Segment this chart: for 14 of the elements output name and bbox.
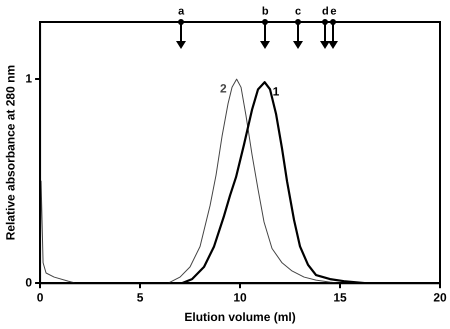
x-tick-label: 5 — [136, 290, 144, 305]
annotation: e — [330, 6, 336, 18]
annotation: d — [322, 6, 329, 18]
x-tick-label: 10 — [233, 290, 248, 305]
annotation: b — [262, 6, 269, 18]
annotation: c — [294, 6, 302, 18]
series-label: 2 — [220, 81, 227, 96]
x-tick-label: 0 — [36, 290, 44, 305]
annotation: a — [178, 6, 186, 18]
x-tick-label: 20 — [433, 290, 447, 305]
x-tick-label: 15 — [333, 290, 348, 305]
series-label: 1 — [272, 84, 280, 99]
y-axis-title: Relative absorbance at 280 nm — [4, 64, 18, 240]
x-axis-title: Elution volume (ml) — [184, 310, 296, 324]
